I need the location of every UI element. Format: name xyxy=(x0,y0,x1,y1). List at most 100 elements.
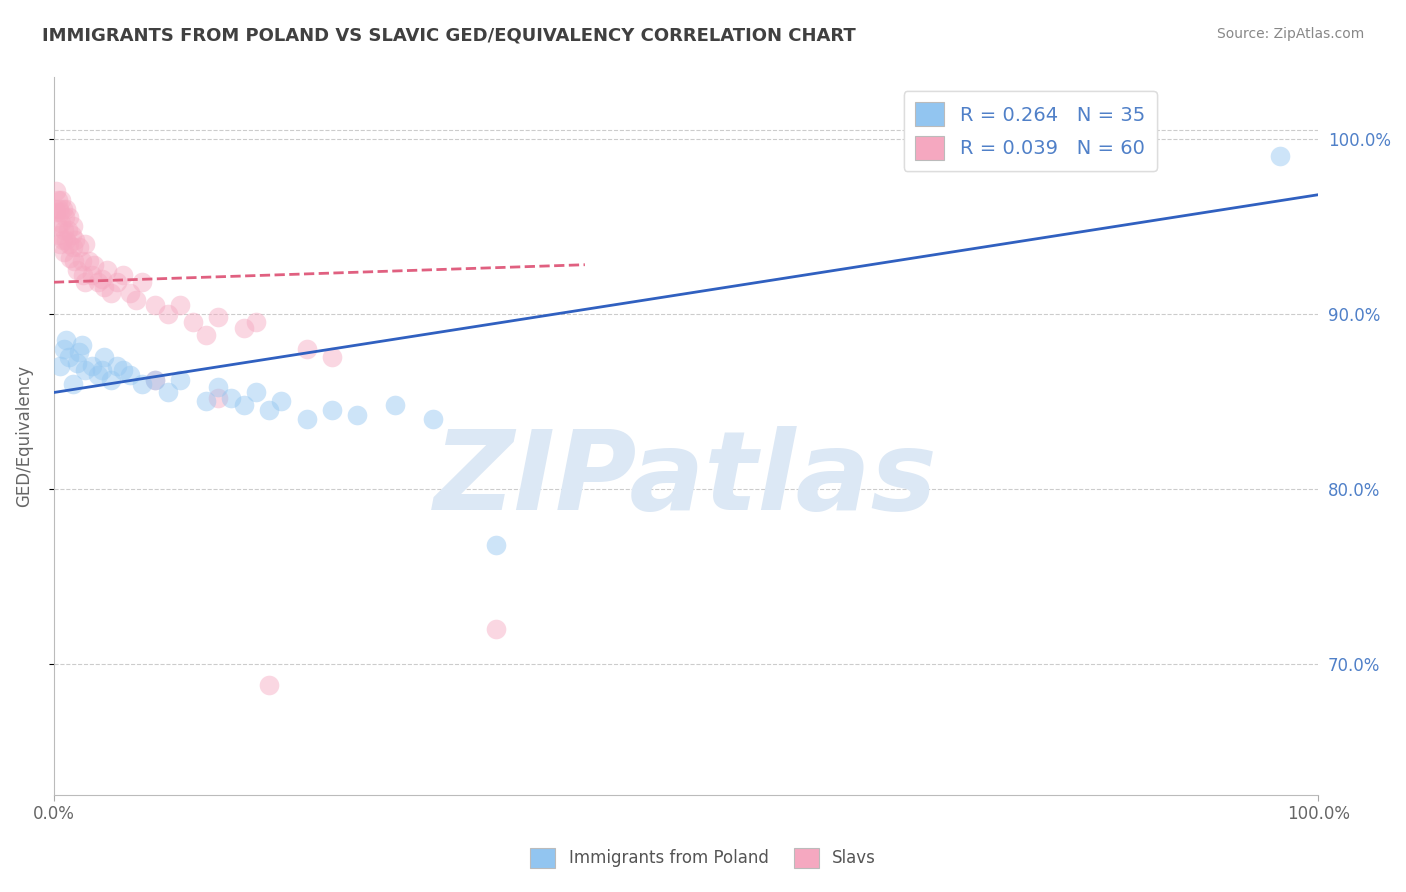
Point xyxy=(207,380,229,394)
Legend: R = 0.264   N = 35, R = 0.039   N = 60: R = 0.264 N = 35, R = 0.039 N = 60 xyxy=(904,91,1157,171)
Point xyxy=(45,184,67,198)
Point xyxy=(125,293,148,307)
Point xyxy=(131,275,153,289)
Point xyxy=(75,236,97,251)
Point xyxy=(46,219,69,234)
Point xyxy=(55,333,77,347)
Legend: Immigrants from Poland, Slavs: Immigrants from Poland, Slavs xyxy=(523,841,883,875)
Point xyxy=(80,359,103,374)
Point xyxy=(131,376,153,391)
Point xyxy=(105,275,128,289)
Point xyxy=(65,263,87,277)
Point xyxy=(75,275,97,289)
Point xyxy=(112,363,135,377)
Point xyxy=(65,356,87,370)
Point xyxy=(80,268,103,283)
Point xyxy=(58,236,80,251)
Point xyxy=(56,223,79,237)
Point xyxy=(118,285,141,300)
Point xyxy=(65,233,87,247)
Point xyxy=(45,205,67,219)
Point xyxy=(70,338,93,352)
Point xyxy=(169,373,191,387)
Point xyxy=(52,223,75,237)
Point xyxy=(51,216,73,230)
Point xyxy=(112,268,135,283)
Point xyxy=(60,227,83,242)
Point xyxy=(100,373,122,387)
Point xyxy=(77,254,100,268)
Point xyxy=(245,385,267,400)
Point xyxy=(70,254,93,268)
Point xyxy=(67,240,90,254)
Point xyxy=(143,298,166,312)
Y-axis label: GED/Equivalency: GED/Equivalency xyxy=(15,365,32,508)
Text: IMMIGRANTS FROM POLAND VS SLAVIC GED/EQUIVALENCY CORRELATION CHART: IMMIGRANTS FROM POLAND VS SLAVIC GED/EQU… xyxy=(42,27,856,45)
Point xyxy=(62,240,84,254)
Point xyxy=(295,411,318,425)
Point xyxy=(485,622,508,636)
Point xyxy=(53,211,76,225)
Point xyxy=(49,236,72,251)
Point xyxy=(207,391,229,405)
Point xyxy=(232,398,254,412)
Point xyxy=(51,193,73,207)
Point xyxy=(48,202,70,216)
Point xyxy=(257,678,280,692)
Point xyxy=(52,202,75,216)
Point xyxy=(295,342,318,356)
Point xyxy=(270,394,292,409)
Point xyxy=(105,359,128,374)
Point xyxy=(245,316,267,330)
Point xyxy=(49,359,72,374)
Text: Source: ZipAtlas.com: Source: ZipAtlas.com xyxy=(1216,27,1364,41)
Point xyxy=(58,351,80,365)
Point xyxy=(52,245,75,260)
Point xyxy=(87,275,110,289)
Point xyxy=(75,363,97,377)
Point xyxy=(62,219,84,234)
Point xyxy=(52,342,75,356)
Point xyxy=(55,202,77,216)
Point xyxy=(219,391,242,405)
Point xyxy=(346,409,368,423)
Point xyxy=(58,211,80,225)
Point xyxy=(72,268,94,283)
Point xyxy=(48,227,70,242)
Point xyxy=(90,271,112,285)
Point xyxy=(156,307,179,321)
Point xyxy=(96,263,118,277)
Point xyxy=(87,368,110,382)
Point xyxy=(384,398,406,412)
Point xyxy=(207,310,229,325)
Point xyxy=(422,411,444,425)
Point xyxy=(169,298,191,312)
Point xyxy=(90,363,112,377)
Point xyxy=(63,254,86,268)
Point xyxy=(46,193,69,207)
Point xyxy=(49,205,72,219)
Point xyxy=(232,320,254,334)
Point xyxy=(143,373,166,387)
Point xyxy=(1270,149,1292,163)
Point xyxy=(59,251,82,265)
Point xyxy=(194,394,217,409)
Text: ZIPatlas: ZIPatlas xyxy=(434,425,938,533)
Point xyxy=(44,202,66,216)
Point xyxy=(485,538,508,552)
Point xyxy=(93,351,115,365)
Point xyxy=(321,351,343,365)
Point xyxy=(52,233,75,247)
Point xyxy=(93,280,115,294)
Point xyxy=(194,327,217,342)
Point xyxy=(55,233,77,247)
Point xyxy=(83,258,105,272)
Point xyxy=(62,376,84,391)
Point xyxy=(67,345,90,359)
Point xyxy=(118,368,141,382)
Point xyxy=(321,403,343,417)
Point xyxy=(143,373,166,387)
Point xyxy=(156,385,179,400)
Point xyxy=(257,403,280,417)
Point xyxy=(181,316,204,330)
